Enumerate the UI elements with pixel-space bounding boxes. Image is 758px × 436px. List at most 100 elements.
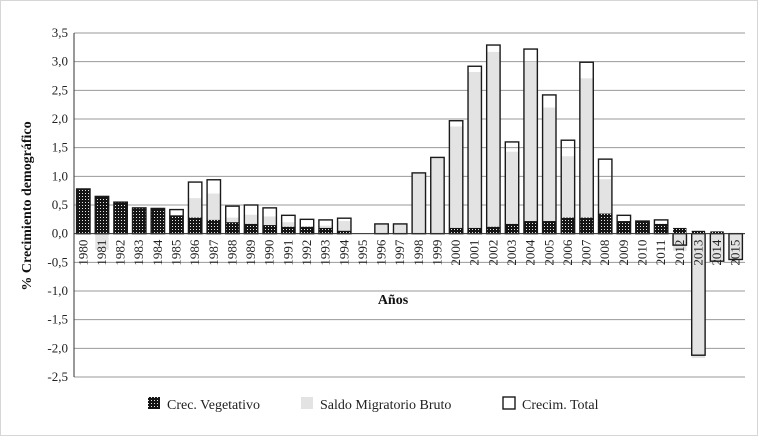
bar-saldo-migratorio-bruto-1981 bbox=[95, 233, 109, 250]
bar-crec-vegetativo-1990 bbox=[262, 225, 277, 234]
y-tick-label: -2,5 bbox=[47, 369, 68, 384]
x-tick-label: 1993 bbox=[318, 240, 333, 266]
x-tick-label: 1992 bbox=[299, 240, 314, 266]
x-tick-label: 1999 bbox=[429, 240, 444, 266]
x-tick-label: 1991 bbox=[280, 240, 295, 266]
bar-saldo-migratorio-bruto-2012 bbox=[673, 233, 687, 251]
bar-crec-vegetativo-2006 bbox=[561, 217, 575, 234]
bar-crec-vegetativo-1986 bbox=[188, 217, 202, 234]
bar-saldo-migratorio-bruto-2015 bbox=[728, 233, 743, 260]
x-tick-label: 2014 bbox=[709, 239, 724, 266]
bar-crec-vegetativo-2003 bbox=[505, 223, 519, 234]
bar-crec-vegetativo-1992 bbox=[300, 226, 314, 234]
bar-saldo-migratorio-bruto-2007 bbox=[579, 78, 594, 234]
bar-saldo-migratorio-bruto-2014 bbox=[710, 233, 724, 264]
labels: -2,5 -2,0 -1,5 -1,0 -0,5 0,0 0,5 1,0 1,5 2,0 2,5 3,… bbox=[47, 25, 742, 384]
y-tick-label: -2,0 bbox=[47, 340, 68, 355]
bar-crec-vegetativo-1983 bbox=[132, 207, 146, 234]
x-tick-label: 2000 bbox=[448, 240, 463, 266]
bar-crec-vegetativo-1991 bbox=[281, 226, 296, 234]
x-tick-label: 1982 bbox=[113, 240, 128, 266]
bar-crec-vegetativo-2002 bbox=[486, 226, 501, 234]
bar-crec-vegetativo-2013 bbox=[691, 230, 706, 234]
bar-crec-vegetativo-1987 bbox=[207, 219, 221, 234]
x-tick-label: 1990 bbox=[262, 240, 277, 266]
x-tick-label: 1980 bbox=[75, 240, 90, 266]
bar-saldo-migratorio-bruto-2000 bbox=[449, 126, 463, 234]
bar-crec-vegetativo-1988 bbox=[225, 222, 240, 234]
x-tick-label: 2015 bbox=[728, 240, 743, 266]
x-tick-label: 1989 bbox=[243, 240, 258, 266]
x-tick-label: 2002 bbox=[485, 240, 500, 266]
bar-crec-vegetativo-2008 bbox=[598, 213, 612, 234]
bar-crec-vegetativo-2009 bbox=[617, 221, 631, 234]
x-tick-label: 2013 bbox=[690, 240, 705, 266]
gridlines bbox=[74, 32, 745, 378]
bar-crec-vegetativo-1982 bbox=[113, 202, 128, 234]
y-tick-label: 2,0 bbox=[52, 111, 68, 126]
x-tick-label: 2008 bbox=[597, 240, 612, 266]
bar-crec-vegetativo-2007 bbox=[579, 217, 594, 234]
y-tick-label: -0,5 bbox=[47, 254, 68, 269]
legend: Crec. Vegetativo Saldo Migratorio Bruto Cr… bbox=[148, 396, 599, 413]
legend-swatch bbox=[502, 396, 516, 410]
x-tick-label: 1995 bbox=[355, 240, 370, 266]
bar-saldo-migratorio-bruto-1996 bbox=[374, 223, 389, 234]
bar-crec-vegetativo-2001 bbox=[468, 227, 482, 234]
legend-swatch bbox=[148, 397, 160, 409]
y-tick-label: -1,0 bbox=[47, 283, 68, 298]
bar-saldo-migratorio-bruto-1999 bbox=[430, 157, 445, 234]
bar-saldo-migratorio-bruto-1997 bbox=[393, 223, 407, 234]
bar-saldo-migratorio-bruto-2003 bbox=[505, 151, 519, 234]
x-tick-label: 2009 bbox=[616, 240, 631, 266]
legend-label: Crecim. Total bbox=[522, 398, 599, 413]
x-tick-label: 2012 bbox=[672, 240, 687, 266]
legend-swatch bbox=[301, 397, 313, 409]
bar-crec-vegetativo-1985 bbox=[169, 215, 184, 234]
x-tick-label: 2010 bbox=[634, 240, 649, 266]
bar-crec-vegetativo-2010 bbox=[635, 221, 650, 234]
x-tick-label: 2006 bbox=[560, 239, 575, 266]
x-tick-label: 1997 bbox=[392, 239, 407, 266]
bar-saldo-migratorio-bruto-1994 bbox=[337, 221, 351, 234]
bar-saldo-migratorio-bruto-2001 bbox=[468, 71, 482, 234]
axes bbox=[73, 33, 745, 377]
bar-crec-vegetativo-1993 bbox=[318, 227, 333, 234]
x-tick-label: 2004 bbox=[523, 239, 538, 266]
x-tick-label: 1987 bbox=[206, 239, 221, 266]
legend-label: Crec. Vegetativo bbox=[167, 398, 260, 413]
x-tick-label: 1983 bbox=[131, 240, 146, 266]
bar-crec-vegetativo-1980 bbox=[76, 188, 91, 234]
x-tick-label: 1985 bbox=[169, 240, 184, 266]
bar-crec-vegetativo-1994 bbox=[337, 230, 351, 234]
x-tick-label: 2005 bbox=[541, 240, 556, 266]
bars bbox=[75, 44, 744, 359]
y-tick-label: 1,0 bbox=[52, 168, 68, 183]
y-tick-label: 3,0 bbox=[52, 54, 68, 69]
legend-label: Saldo Migratorio Bruto bbox=[320, 398, 451, 413]
x-tick-label: 1994 bbox=[336, 239, 351, 266]
x-tick-label: 1998 bbox=[411, 240, 426, 266]
bar-crec-vegetativo-1984 bbox=[151, 208, 165, 234]
bar-crec-vegetativo-2012 bbox=[673, 227, 687, 234]
y-tick-label: 0,0 bbox=[52, 226, 68, 241]
bar-saldo-migratorio-bruto-2004 bbox=[523, 61, 538, 234]
y-axis-title: % Crecimiento demográfico bbox=[20, 121, 35, 290]
x-tick-label: 2001 bbox=[467, 240, 482, 266]
bar-crec-vegetativo-2014 bbox=[710, 231, 724, 234]
y-tick-label: -1,5 bbox=[47, 312, 68, 327]
x-tick-label: 1984 bbox=[150, 239, 165, 266]
bar-crec-vegetativo-1989 bbox=[244, 223, 258, 234]
bar-crec-vegetativo-2005 bbox=[542, 221, 557, 234]
bar-crec-vegetativo-2004 bbox=[523, 221, 538, 234]
y-tick-label: 0,5 bbox=[52, 197, 68, 212]
bar-crec-vegetativo-2000 bbox=[449, 227, 463, 234]
x-tick-label: 1981 bbox=[94, 240, 109, 266]
x-tick-label: 2011 bbox=[653, 240, 668, 266]
x-tick-label: 1988 bbox=[224, 240, 239, 266]
bar-saldo-migratorio-bruto-1998 bbox=[412, 172, 426, 234]
y-tick-label: 3,5 bbox=[52, 25, 68, 40]
x-tick-label: 1986 bbox=[187, 239, 202, 266]
bar-crec-vegetativo-2011 bbox=[654, 223, 668, 234]
